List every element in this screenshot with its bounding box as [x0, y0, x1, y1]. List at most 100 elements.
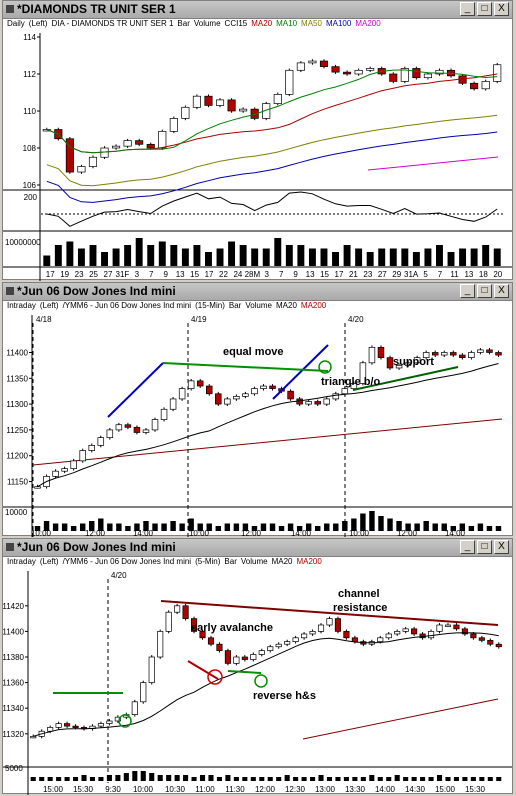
- volume-bar: [152, 523, 158, 531]
- volume-bar: [260, 523, 267, 531]
- volume-tick-label: 5000: [5, 764, 23, 773]
- volume-bar: [378, 248, 386, 266]
- volume-bar: [81, 775, 87, 781]
- volume-bar: [216, 248, 224, 266]
- candle: [242, 393, 249, 397]
- candle: [359, 362, 367, 384]
- price-tick-label: 114: [23, 33, 36, 42]
- session-label: 4/19: [191, 315, 207, 324]
- volume-bar: [225, 775, 231, 781]
- candle: [341, 388, 349, 395]
- window-titlebar[interactable]: *Jun 06 Dow Jones Ind mini _ □ X: [3, 283, 512, 301]
- maximize-button[interactable]: □: [477, 540, 492, 554]
- candle: [165, 611, 172, 632]
- volume-bar: [447, 252, 455, 266]
- candle: [106, 720, 113, 724]
- candle: [70, 460, 77, 469]
- date-label: 17: [46, 270, 55, 279]
- support-line: [352, 366, 459, 391]
- volume-bar: [251, 248, 259, 266]
- info-item: /YMM6 - Jun 06 Dow Jones Ind mini: [62, 557, 192, 566]
- chart-info-bar: Intraday (Left)/YMM6 - Jun 06 Dow Jones I…: [3, 557, 512, 570]
- hs-breakout-circle: [254, 674, 268, 688]
- candle: [386, 357, 394, 369]
- volume-bar: [470, 777, 476, 781]
- intraday-5min-window[interactable]: *Jun 06 Dow Jones Ind mini _ □ X Intrada…: [2, 538, 513, 795]
- candle: [481, 81, 490, 90]
- window-title: *DIAMONDS TR UNIT SER 1: [17, 2, 176, 16]
- time-label: 12:00: [255, 785, 276, 794]
- date-label: 9: [163, 270, 168, 279]
- intraday-5min-chart[interactable]: 11420 11400 11380 11360 11340 11320 4/20 channe…: [3, 571, 512, 795]
- maximize-button[interactable]: □: [477, 284, 492, 298]
- intraday-15min-chart[interactable]: 11400 11350 11300 11250 11200 11150 4/18 4/19 4/…: [3, 315, 512, 537]
- time-label: 9:30: [105, 785, 121, 794]
- volume-bar: [287, 523, 294, 531]
- maximize-button[interactable]: □: [477, 2, 492, 16]
- minimize-button[interactable]: _: [460, 284, 475, 298]
- close-button[interactable]: X: [494, 540, 509, 554]
- candle: [389, 73, 398, 82]
- channel-resistance-line: [160, 600, 499, 626]
- volume-bar: [315, 526, 321, 531]
- candle: [224, 650, 231, 664]
- candle: [495, 352, 502, 356]
- candle: [182, 605, 189, 619]
- volume-bar: [432, 523, 438, 531]
- intraday-15min-window[interactable]: *Jun 06 Dow Jones Ind mini _ □ X Intrada…: [2, 282, 513, 537]
- window-menu-icon[interactable]: [6, 287, 14, 295]
- volume-bar: [414, 523, 420, 531]
- minimize-button[interactable]: _: [460, 540, 475, 554]
- candle: [285, 69, 294, 95]
- candle: [174, 605, 181, 613]
- candle: [123, 140, 132, 147]
- window-menu-icon[interactable]: [6, 5, 14, 13]
- volume-bar: [215, 526, 221, 531]
- price-tick-label: 11320: [3, 730, 25, 739]
- time-label: 12:30: [285, 785, 306, 794]
- ma200-line: [367, 156, 499, 171]
- volume-bar: [477, 523, 484, 531]
- candle: [284, 641, 291, 645]
- volume-bar: [276, 777, 282, 781]
- candle: [402, 628, 409, 632]
- window-menu-icon[interactable]: [6, 543, 14, 551]
- candle: [65, 138, 74, 173]
- candle: [112, 145, 121, 149]
- price-tick-label: 11150: [7, 478, 29, 487]
- price-tick-label: 11400: [3, 627, 25, 636]
- volume-bar: [149, 773, 155, 781]
- candle: [224, 398, 231, 405]
- volume-bar: [462, 777, 468, 781]
- candle: [309, 631, 316, 635]
- volume-bar: [39, 777, 45, 781]
- candle: [487, 640, 494, 645]
- volume-bar: [124, 245, 132, 266]
- daily-chart-window[interactable]: *DIAMONDS TR UNIT SER 1 _ □ X Daily (Left…: [2, 0, 513, 281]
- candle: [470, 633, 477, 639]
- info-item: Intraday: [7, 557, 36, 566]
- time-label: 14:00: [375, 785, 396, 794]
- candle: [385, 633, 392, 639]
- close-button[interactable]: X: [494, 284, 509, 298]
- session-label: 4/20: [111, 571, 127, 580]
- close-button[interactable]: X: [494, 2, 509, 16]
- info-item: MA200: [300, 301, 327, 310]
- date-label: 24: [233, 270, 242, 279]
- candle: [97, 723, 105, 727]
- window-titlebar[interactable]: *Jun 06 Dow Jones Ind mini _ □ X: [3, 539, 512, 557]
- date-label: 17: [205, 270, 214, 279]
- price-tick-label: 11400: [6, 348, 28, 357]
- candle: [323, 398, 330, 405]
- minimize-button[interactable]: _: [460, 2, 475, 16]
- candle: [332, 393, 340, 400]
- date-label: 31A: [404, 270, 419, 279]
- ma20-line: [37, 363, 499, 488]
- candle: [142, 429, 150, 433]
- volume-bar: [106, 775, 112, 781]
- window-titlebar[interactable]: *DIAMONDS TR UNIT SER 1 _ □ X: [3, 1, 512, 19]
- candle: [296, 62, 305, 71]
- price-tick-label: 108: [23, 144, 37, 153]
